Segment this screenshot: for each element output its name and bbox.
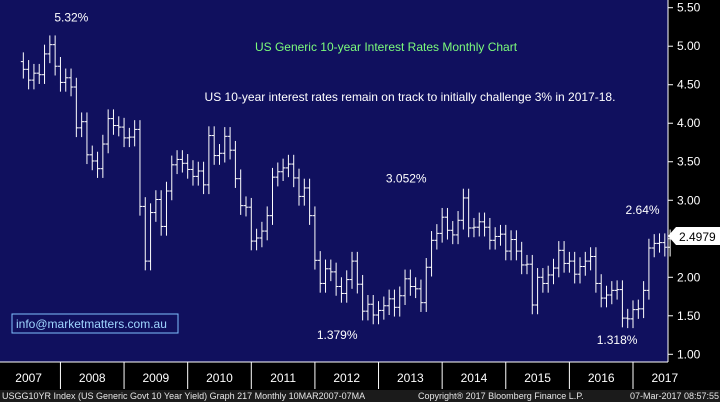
source-label[interactable]: info@marketmatters.com.au <box>11 313 179 334</box>
footer-bar <box>0 390 720 402</box>
x-axis: 2007 2008 2009 2010 2011 2012 2013 2014 2015 2016… <box>0 361 678 389</box>
last-value-text: 2.4979 <box>679 230 716 244</box>
plot-area <box>0 0 668 362</box>
source-email-link[interactable]: info@marketmatters.com.au <box>16 317 167 331</box>
y-tick-label: 1.50 <box>677 309 701 323</box>
price-bars <box>20 35 673 329</box>
x-tick-label: 2015 <box>524 371 551 385</box>
y-tick-label: 3.00 <box>677 193 701 207</box>
y-tick-label: 4.00 <box>677 116 701 130</box>
price-annotation: 1.318% <box>597 333 638 347</box>
y-tick-label: 2.00 <box>677 270 701 284</box>
x-tick-label: 2013 <box>397 371 424 385</box>
footer-right: 07-Mar-2017 08:57:55 <box>630 391 719 401</box>
annotations: 5.32% 3.052% 1.379% 2.64% 1.318% <box>54 11 660 347</box>
price-annotation: 3.052% <box>386 171 427 185</box>
price-annotation: 1.379% <box>317 328 358 342</box>
y-tick-label: 4.50 <box>677 78 701 92</box>
source-label-box <box>11 313 179 334</box>
x-tick-label: 2008 <box>79 371 106 385</box>
footer-mid: Copyright® 2017 Bloomberg Finance L.P. <box>418 391 584 401</box>
x-tick-label: 2010 <box>206 371 233 385</box>
x-tick-label: 2011 <box>270 371 296 385</box>
x-tick-label: 2009 <box>143 371 170 385</box>
x-tick-label: 2014 <box>461 371 488 385</box>
y-tick-label: 3.50 <box>677 155 701 169</box>
price-annotation: 2.64% <box>626 203 660 217</box>
x-tick-label: 2017 <box>651 371 678 385</box>
last-value-pointer <box>668 227 720 245</box>
x-tick-label: 2016 <box>588 371 615 385</box>
y-tick-label: 1.00 <box>677 347 701 361</box>
footer-left: USGG10YR Index (US Generic Govt 10 Year … <box>2 391 365 401</box>
y-tick-label: 5.50 <box>677 1 701 15</box>
price-annotation: 5.32% <box>54 11 88 25</box>
x-tick-label: 2007 <box>15 371 42 385</box>
y-tick-label: 5.00 <box>677 39 701 53</box>
x-tick-label: 2012 <box>333 371 360 385</box>
last-value-label: 2.4979 <box>668 227 720 245</box>
chart-title: US Generic 10-year Interest Rates Monthl… <box>255 40 518 54</box>
chart-subtitle: US 10-year interest rates remain on trac… <box>205 90 616 104</box>
